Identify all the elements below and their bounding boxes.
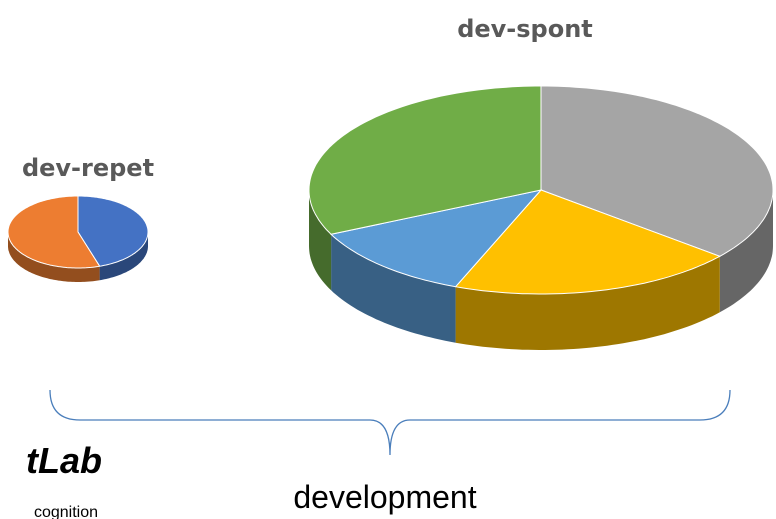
pie-slice <box>77 195 149 267</box>
pie-slice-side <box>719 190 773 313</box>
pie-slice-side <box>309 190 332 291</box>
chart-title: dev-spont <box>457 15 593 43</box>
pie-slice-side <box>99 232 148 281</box>
pie-slice <box>330 189 543 288</box>
pie-slice-side <box>331 234 456 343</box>
logo-subtitle: cognition <box>34 504 98 519</box>
chart-title: dev-repet <box>22 154 154 182</box>
logo: tLab <box>26 440 102 481</box>
pie-slice <box>7 195 101 269</box>
pie-slice-side <box>455 256 720 350</box>
pie-slice <box>308 85 542 235</box>
pie-slice <box>454 189 722 295</box>
brace <box>49 389 731 456</box>
pie-slice-side <box>8 232 100 282</box>
group-label: development <box>293 479 476 515</box>
pie-slice <box>540 85 774 257</box>
